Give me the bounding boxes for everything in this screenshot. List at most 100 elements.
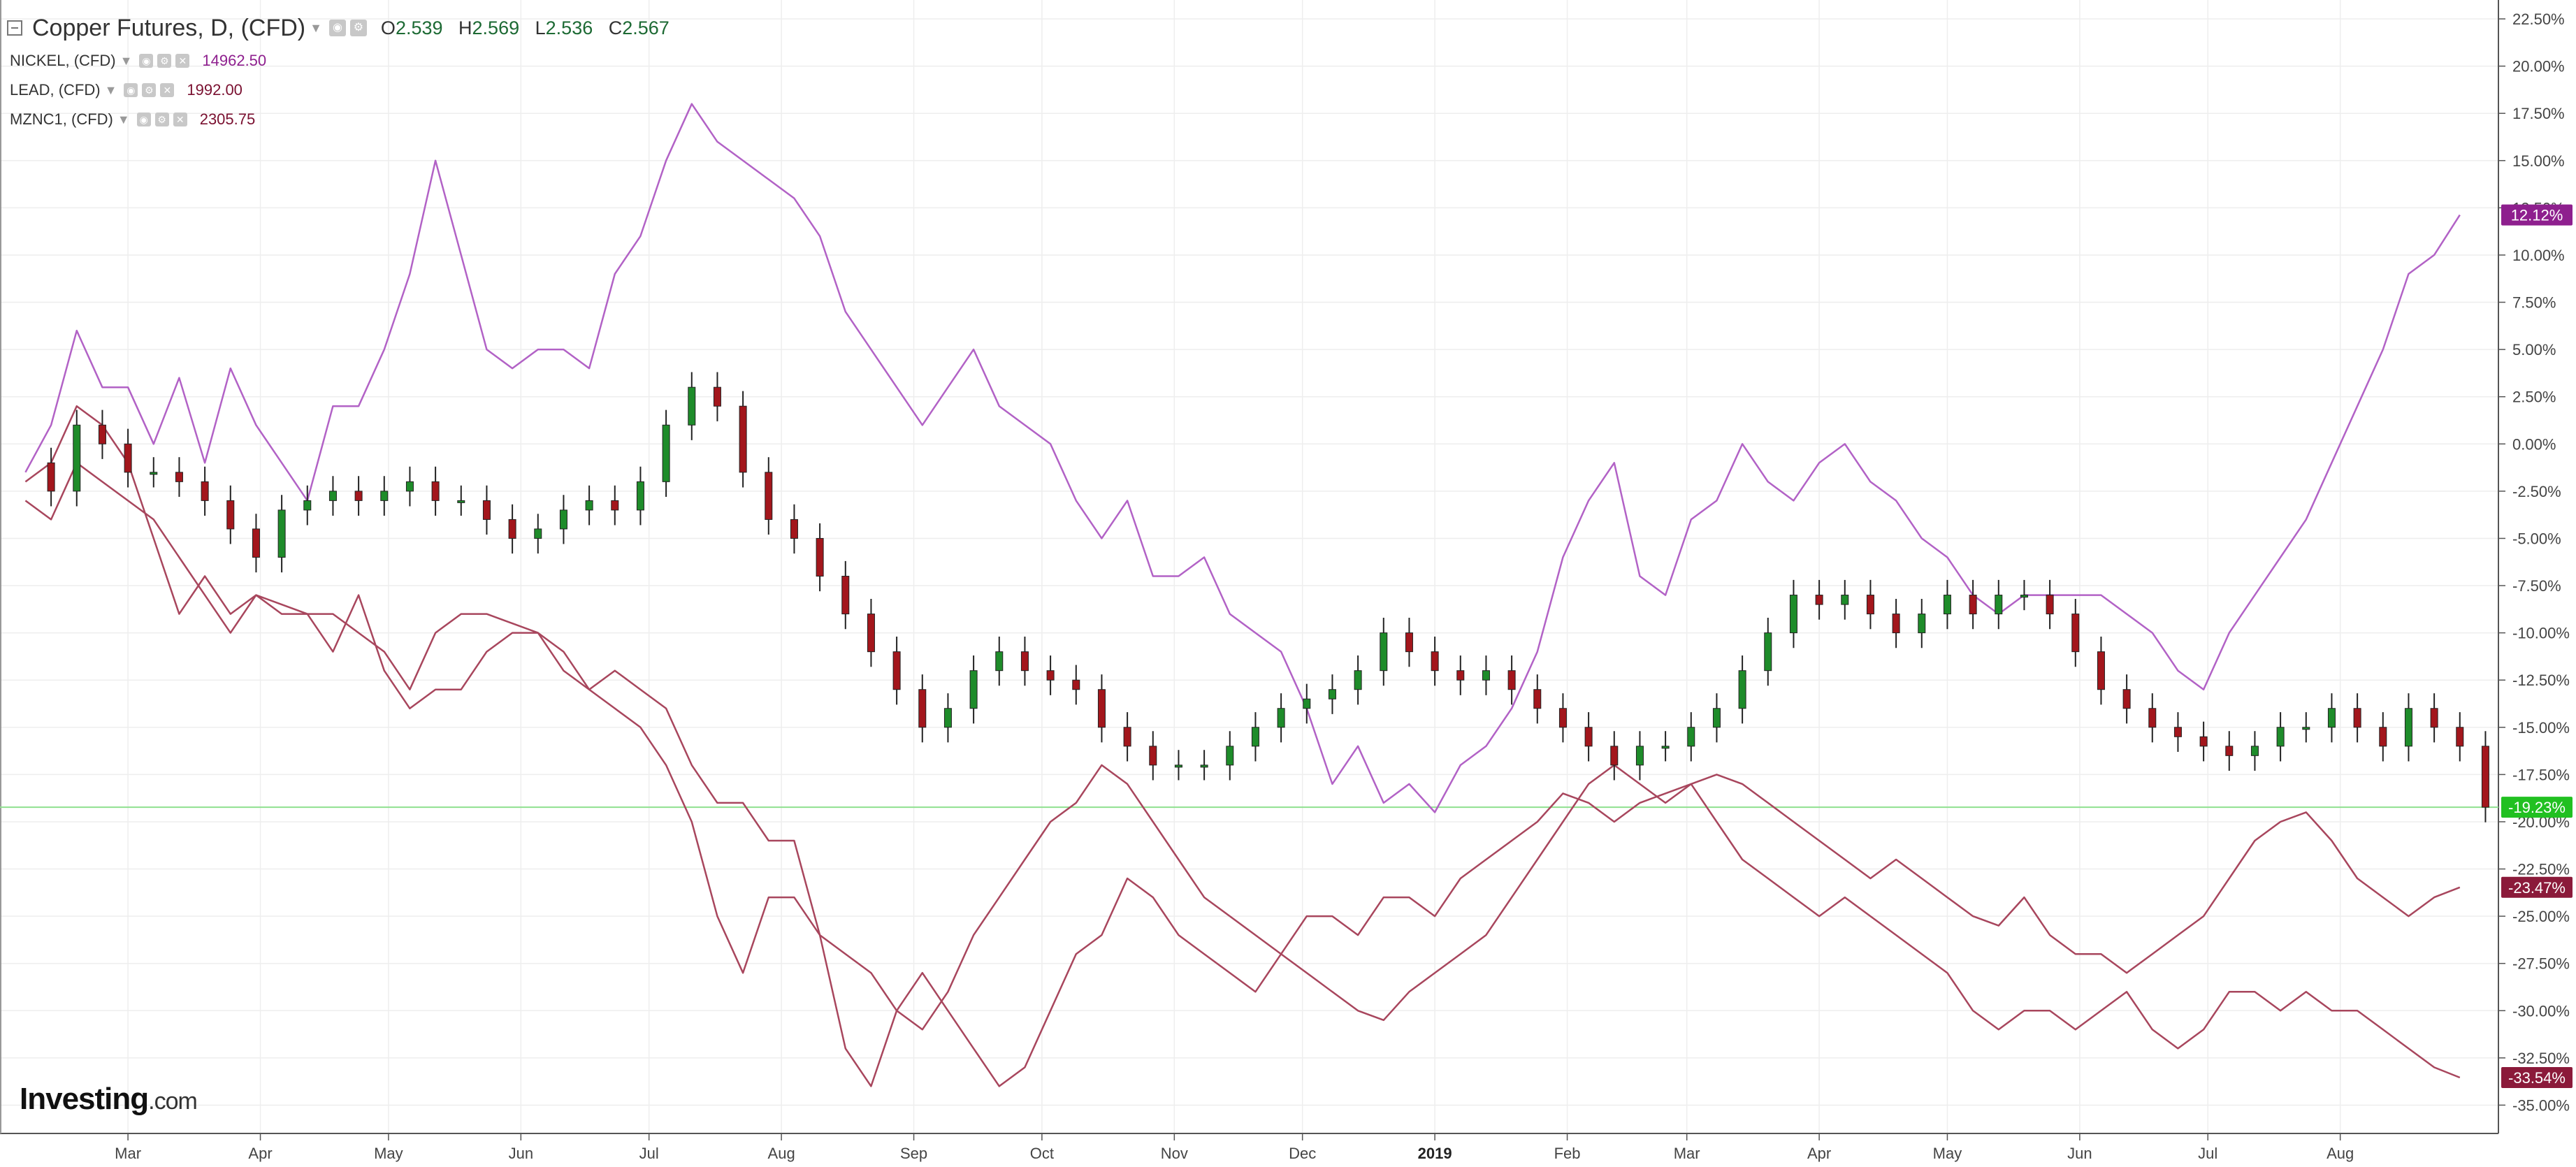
candle-body: [1328, 689, 1336, 700]
gear-icon[interactable]: ⚙: [349, 20, 367, 36]
y-tick-label: -2.50%: [2512, 483, 2561, 500]
candle-body: [995, 651, 1004, 672]
plot-background: [0, 0, 2498, 1133]
brand-domain: .com: [148, 1088, 198, 1115]
eye-icon[interactable]: ◉: [139, 54, 154, 68]
candle-body: [73, 424, 81, 492]
candle-body: [1174, 764, 1182, 768]
value-badge-label: -23.47%: [2508, 879, 2566, 897]
candle-body: [1789, 595, 1797, 634]
candle-body: [405, 481, 414, 492]
legend-overlay-lead: LEAD, (CFD) ▼ ◉ ⚙ ✕ 1992.00: [7, 75, 670, 105]
value-badge-label: 12.12%: [2511, 207, 2563, 224]
close-icon[interactable]: ✕: [175, 54, 190, 68]
candle-body: [892, 651, 901, 690]
candle-body: [918, 689, 927, 728]
chevron-down-icon[interactable]: ▼: [310, 20, 322, 35]
main-series-title: Copper Futures, D, (CFD): [32, 14, 306, 41]
x-tick-label: Jun: [509, 1145, 533, 1162]
candle-body: [790, 519, 798, 539]
candle-body: [1123, 727, 1131, 747]
candle-body: [1584, 727, 1593, 747]
candle-body: [688, 386, 696, 426]
candle-body: [765, 472, 773, 520]
candle-body: [1456, 670, 1465, 681]
candle-body: [2020, 595, 2028, 598]
candle-body: [1020, 651, 1029, 672]
candle-body: [2456, 727, 2464, 747]
legend-overlay-mznc1: MZNC1, (CFD) ▼ ◉ ⚙ ✕ 2305.75: [7, 105, 670, 134]
candle-body: [508, 519, 516, 539]
value-badge: [2501, 204, 2573, 226]
candle-body: [1354, 670, 1362, 690]
candle-body: [1277, 708, 1285, 728]
y-tick-label: 17.50%: [2512, 105, 2565, 122]
high-value: 2.569: [472, 17, 520, 38]
candle-body: [1097, 689, 1106, 728]
x-tick-label: Nov: [1161, 1145, 1188, 1162]
collapse-icon[interactable]: [7, 20, 22, 36]
candle-body: [1558, 708, 1567, 728]
close-icon[interactable]: ✕: [173, 113, 187, 126]
candle-body: [1841, 595, 1849, 605]
chevron-down-icon[interactable]: ▼: [117, 112, 130, 126]
x-tick-label: 2019: [1418, 1145, 1452, 1162]
candle-body: [969, 670, 978, 709]
y-tick-label: -7.50%: [2512, 577, 2561, 595]
candle-body: [1072, 679, 1080, 690]
y-tick-label: 7.50%: [2512, 294, 2556, 312]
candle-body: [636, 481, 644, 511]
candle-body: [1892, 614, 1900, 634]
candle-body: [2353, 708, 2361, 728]
candle-body: [124, 443, 132, 473]
candle-body: [1687, 727, 1695, 747]
value-badge: [2501, 876, 2573, 898]
candle-body: [713, 386, 721, 407]
value-badge-label: -33.54%: [2508, 1069, 2566, 1087]
candle-body: [1303, 698, 1311, 709]
candle-body: [534, 528, 542, 539]
candle-body: [1943, 595, 1951, 615]
candle-body: [611, 500, 619, 511]
overlay-name: MZNC1, (CFD): [10, 110, 113, 128]
y-tick-label: 15.00%: [2512, 152, 2565, 170]
gear-icon[interactable]: ⚙: [154, 113, 169, 126]
y-tick-label: -35.00%: [2512, 1096, 2570, 1114]
candle-body: [150, 472, 158, 475]
candle-body: [1969, 595, 1977, 615]
value-badge: [2501, 797, 2573, 818]
candle-body: [2481, 746, 2489, 808]
y-tick-label: 5.00%: [2512, 341, 2556, 358]
brand-name: Investing: [20, 1082, 149, 1116]
x-tick-label: Oct: [1030, 1145, 1054, 1162]
candle-body: [2122, 689, 2131, 709]
x-tick-label: Aug: [768, 1145, 795, 1162]
eye-icon[interactable]: ◉: [328, 20, 346, 36]
candle-body: [380, 491, 389, 501]
gear-icon[interactable]: ⚙: [142, 83, 157, 97]
candle-body: [1635, 746, 1644, 766]
candle-body: [2302, 727, 2310, 730]
candle-body: [482, 500, 491, 520]
chevron-down-icon[interactable]: ▼: [104, 82, 117, 97]
eye-icon[interactable]: ◉: [124, 83, 138, 97]
legend-main-row: Copper Futures, D, (CFD) ▼ ◉ ⚙ O2.539 H2…: [7, 10, 670, 46]
y-tick-label: -25.00%: [2512, 908, 2570, 925]
candle-body: [1149, 746, 1157, 766]
value-badge-label: -19.23%: [2508, 799, 2566, 816]
series-line-lead: [24, 462, 2461, 1031]
candle-body: [201, 481, 209, 501]
candle-body: [1200, 764, 1208, 768]
ohlc-readout: O2.539 H2.569 L2.536 C2.567: [381, 17, 670, 39]
close-value: 2.567: [622, 17, 670, 38]
chevron-down-icon[interactable]: ▼: [120, 53, 133, 68]
candle-body: [2276, 727, 2285, 747]
eye-icon[interactable]: ◉: [136, 113, 151, 126]
low-value: 2.536: [545, 17, 593, 38]
gear-icon[interactable]: ⚙: [157, 54, 172, 68]
close-icon[interactable]: ✕: [160, 83, 175, 97]
overlay-value: 2305.75: [199, 110, 256, 128]
candle-body: [1405, 632, 1413, 653]
